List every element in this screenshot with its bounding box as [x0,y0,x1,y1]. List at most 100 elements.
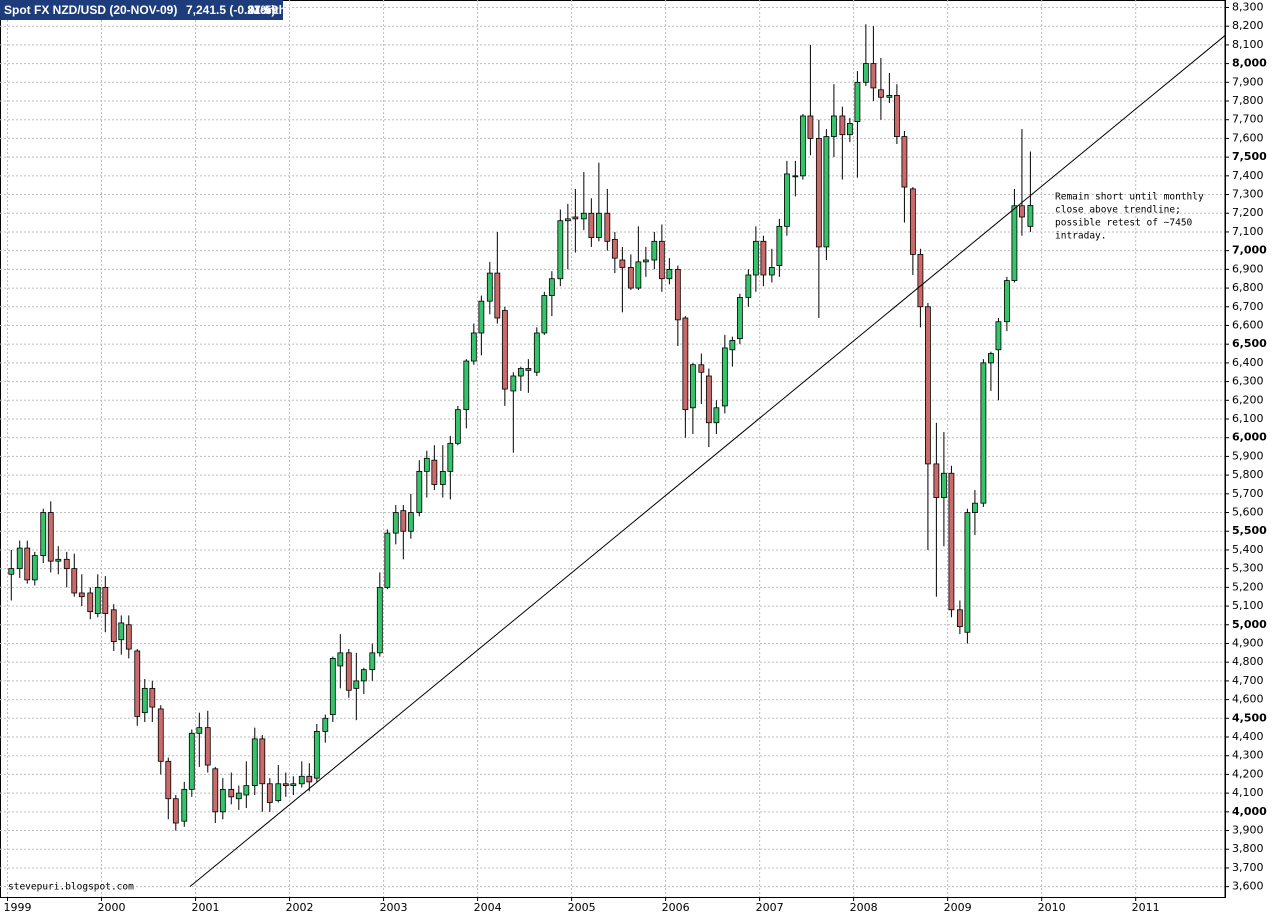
last-value: 7,241.5 (-0.87%) [186,3,275,17]
y-tick-label: 6,500 [1232,337,1267,350]
candle-body [933,463,940,498]
candle-body [823,136,830,248]
candle-body [322,717,329,732]
x-tick-label: 2003 [380,901,408,914]
y-tick-label: 7,900 [1232,75,1264,88]
candle-body [282,783,289,787]
candle-body [31,555,38,581]
candle-body [353,680,360,689]
candle-body [157,708,164,762]
y-tick-label: 6,300 [1232,375,1264,388]
candle-body [1003,280,1010,323]
y-tick-label: 6,100 [1232,412,1264,425]
y-tick-label: 7,800 [1232,94,1264,107]
candle-body [102,586,109,614]
candle-body [651,240,658,261]
y-tick-label: 6,800 [1232,281,1264,294]
candle-body [839,115,846,136]
y-tick-label: 5,700 [1232,487,1264,500]
x-tick-label: 1999 [4,901,32,914]
candle-body [110,609,117,643]
candle-body [642,259,649,263]
y-tick-label: 7,600 [1232,131,1264,144]
candle-body [783,173,790,227]
y-tick-label: 7,100 [1232,225,1264,238]
candle-body [188,732,195,790]
y-tick-label: 4,100 [1232,786,1264,799]
candle-body [337,652,344,667]
candle-body [595,212,602,238]
candle-body [1019,205,1025,218]
candle-body [275,783,282,802]
candle-body [525,368,532,371]
candle-body [604,212,611,242]
y-tick-label: 3,700 [1232,861,1264,874]
candle-body [141,687,148,714]
candle-body [627,267,634,289]
y-tick-label: 4,800 [1232,655,1264,668]
y-tick-label: 5,000 [1232,618,1267,631]
y-tick-label: 6,700 [1232,300,1264,313]
candle-body [134,650,141,717]
candle-body [431,459,438,485]
y-tick-label: 6,200 [1232,393,1264,406]
candle-body [204,727,211,766]
candle-body [407,512,414,532]
candle-body [501,310,508,390]
candle-body [682,317,689,411]
candle-body [172,798,179,824]
candle-body [259,738,266,785]
candle-body [729,340,736,351]
candle-body [956,609,963,628]
x-tick-label: 2008 [850,901,878,914]
y-tick-label: 5,200 [1232,580,1264,593]
candle-body [78,592,85,598]
candle-body [721,347,728,407]
y-tick-label: 4,400 [1232,730,1264,743]
candle-body [243,785,250,796]
candle-body [878,89,884,98]
y-tick-label: 4,900 [1232,636,1264,649]
candle-body [1011,205,1018,281]
candle-body [557,220,564,280]
y-tick-label: 4,000 [1232,805,1267,818]
trendline [189,35,1225,888]
candle-body [16,547,23,570]
y-tick-label: 4,600 [1232,693,1264,706]
candle-body [745,274,752,298]
x-tick-label: 2006 [662,901,690,914]
y-tick-label: 3,600 [1232,880,1264,893]
y-tick-label: 4,700 [1232,674,1264,687]
candle-body [948,472,955,611]
y-tick-label: 7,500 [1232,150,1267,163]
y-tick-label: 4,500 [1232,711,1267,724]
y-tick-label: 5,800 [1232,468,1264,481]
candle-body [47,512,54,562]
candle-body [454,409,461,444]
candle-body [376,586,383,654]
candle-body [196,727,203,734]
y-tick-label: 6,400 [1232,356,1264,369]
y-tick-label: 7,400 [1232,169,1264,182]
x-tick-label: 2009 [944,901,972,914]
candle-body [964,512,971,633]
candle-body [384,532,391,588]
candle-body [736,297,743,339]
candle-body [125,624,132,650]
x-tick-label: 2011 [1132,901,1160,914]
candle-body [463,360,470,411]
candle-body [698,364,705,373]
y-tick-label: 6,600 [1232,318,1264,331]
candle-body [533,332,540,373]
y-tick-label: 8,300 [1232,0,1264,13]
candle-body [118,622,125,641]
candle-body [470,332,477,362]
y-tick-label: 5,100 [1232,599,1264,612]
candle-body [705,375,712,424]
candle-body [360,669,367,682]
candle-body [517,368,524,377]
candle-body [423,457,430,472]
y-tick-label: 5,900 [1232,449,1264,462]
candle-body [400,510,407,532]
